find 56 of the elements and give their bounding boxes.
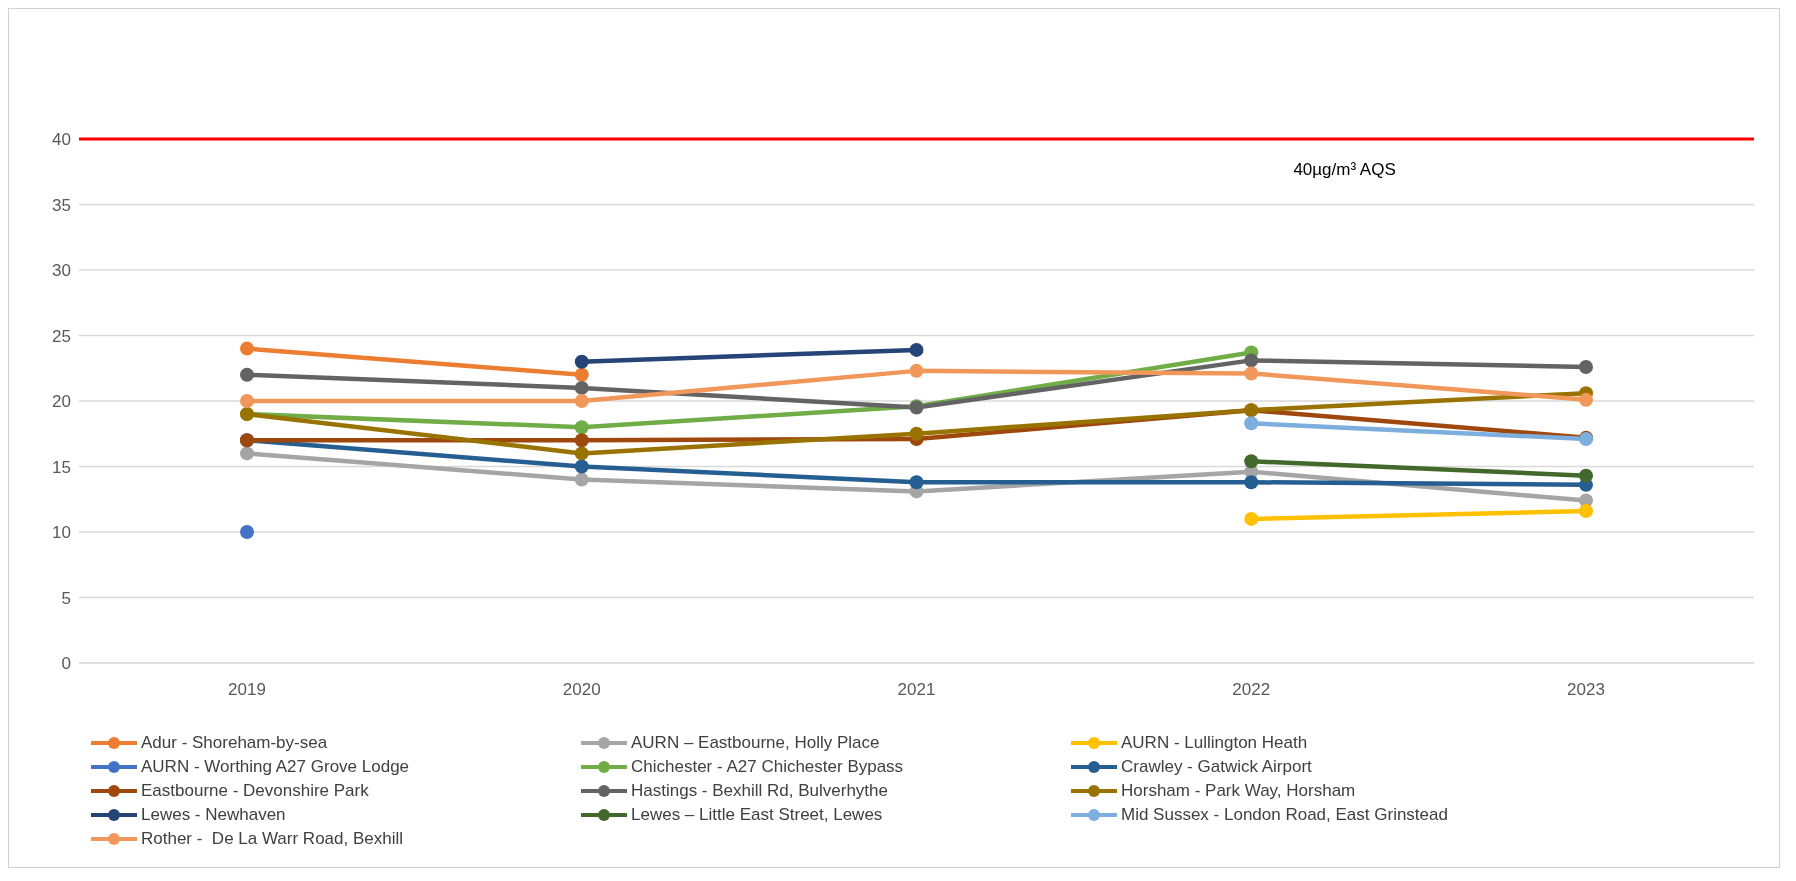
point	[909, 363, 924, 378]
point	[574, 472, 589, 487]
y-tick-label: 5	[61, 588, 71, 608]
legend-label: AURN – Eastbourne, Holly Place	[631, 733, 880, 753]
point	[1579, 359, 1593, 374]
legend-label: Lewes - Newhaven	[141, 805, 286, 825]
point	[574, 380, 589, 395]
y-tick-label: 10	[52, 523, 71, 543]
y-tick-label: 20	[52, 392, 71, 412]
legend-label: Crawley - Gatwick Airport	[1121, 757, 1312, 777]
point	[240, 525, 254, 539]
point	[1244, 511, 1259, 526]
x-tick-label: 2019	[228, 680, 266, 700]
point	[1579, 392, 1593, 407]
legend-label: Mid Sussex - London Road, East Grinstead	[1121, 805, 1448, 825]
y-tick-label: 40	[52, 130, 71, 150]
point	[240, 394, 254, 408]
point	[574, 367, 589, 382]
legend-label: Hastings - Bexhill Rd, Bulverhythe	[631, 781, 889, 801]
legend-label: AURN - Worthing A27 Grove Lodge	[141, 757, 410, 777]
ref-line-label: 40µg/m³ AQS	[1293, 160, 1396, 179]
point	[574, 459, 589, 474]
point	[909, 475, 924, 490]
point	[1244, 416, 1259, 431]
point	[909, 342, 924, 357]
point	[574, 433, 589, 448]
legend-label: Adur - Shoreham-by-sea	[141, 733, 328, 753]
point	[909, 426, 924, 441]
point	[574, 420, 589, 435]
legend-label: Chichester - A27 Chichester Bypass	[631, 757, 904, 777]
point	[1579, 468, 1593, 483]
legend-label: Horsham - Park Way, Horsham	[1121, 781, 1356, 801]
legend-label: Rother - De La Warr Road, Bexhill	[141, 829, 404, 849]
x-tick-label: 2022	[1232, 680, 1271, 700]
y-tick-label: 30	[52, 261, 71, 281]
y-tick-label: 35	[52, 195, 71, 215]
point	[574, 446, 589, 461]
legend-label: Eastbourne - Devonshire Park	[141, 781, 369, 801]
point	[1244, 353, 1259, 368]
point	[240, 341, 254, 356]
x-tick-label: 2023	[1567, 680, 1605, 700]
point	[240, 446, 254, 461]
point	[574, 354, 589, 369]
y-tick-label: 25	[52, 326, 71, 346]
point	[1244, 475, 1259, 490]
x-tick-label: 2020	[562, 680, 601, 700]
point	[1579, 504, 1593, 519]
legend-label: AURN - Lullington Heath	[1121, 733, 1308, 753]
y-tick-label: 0	[61, 654, 71, 674]
legend-label: Lewes – Little East Street, Lewes	[631, 805, 883, 825]
y-tick-label: 15	[52, 457, 71, 477]
point	[240, 367, 254, 382]
x-tick-label: 2021	[897, 680, 936, 700]
point	[1244, 454, 1259, 469]
point	[574, 394, 589, 408]
point	[1244, 366, 1259, 381]
